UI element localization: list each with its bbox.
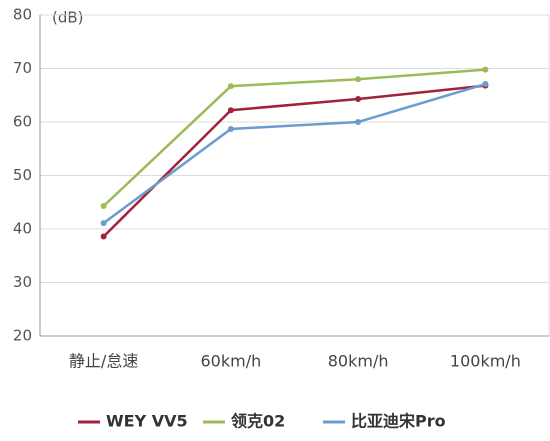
x-tick-label: 静止/怠速 [69, 352, 138, 371]
series-line [102, 82, 486, 225]
point [227, 107, 234, 114]
point [227, 125, 234, 132]
x-tick-label: 60km/h [201, 352, 262, 371]
y-tick-label: 80 [13, 6, 32, 24]
legend-label: 领克02 [231, 412, 285, 431]
point [355, 95, 362, 102]
y-tick-label: 50 [13, 166, 32, 184]
y-tick-label: 20 [13, 327, 32, 345]
x-tick-label: 80km/h [328, 352, 389, 371]
legend-label: WEY VV5 [106, 412, 188, 431]
y-tick-label: 70 [13, 59, 32, 77]
point [482, 66, 489, 73]
x-tick-label: 100km/h [450, 352, 521, 371]
series-line [102, 68, 486, 207]
point [482, 81, 489, 88]
point [100, 233, 107, 240]
series-line [102, 84, 486, 238]
point [100, 202, 107, 209]
y-tick-label: 30 [13, 273, 32, 291]
legend-label: 比亚迪宋Pro [351, 412, 446, 431]
y-tick-label: 60 [13, 113, 32, 131]
point [355, 76, 362, 83]
y-axis-label: (dB) [52, 9, 84, 27]
point [355, 119, 362, 125]
y-tick-label: 40 [13, 220, 32, 238]
point [100, 220, 107, 227]
point [227, 83, 234, 90]
